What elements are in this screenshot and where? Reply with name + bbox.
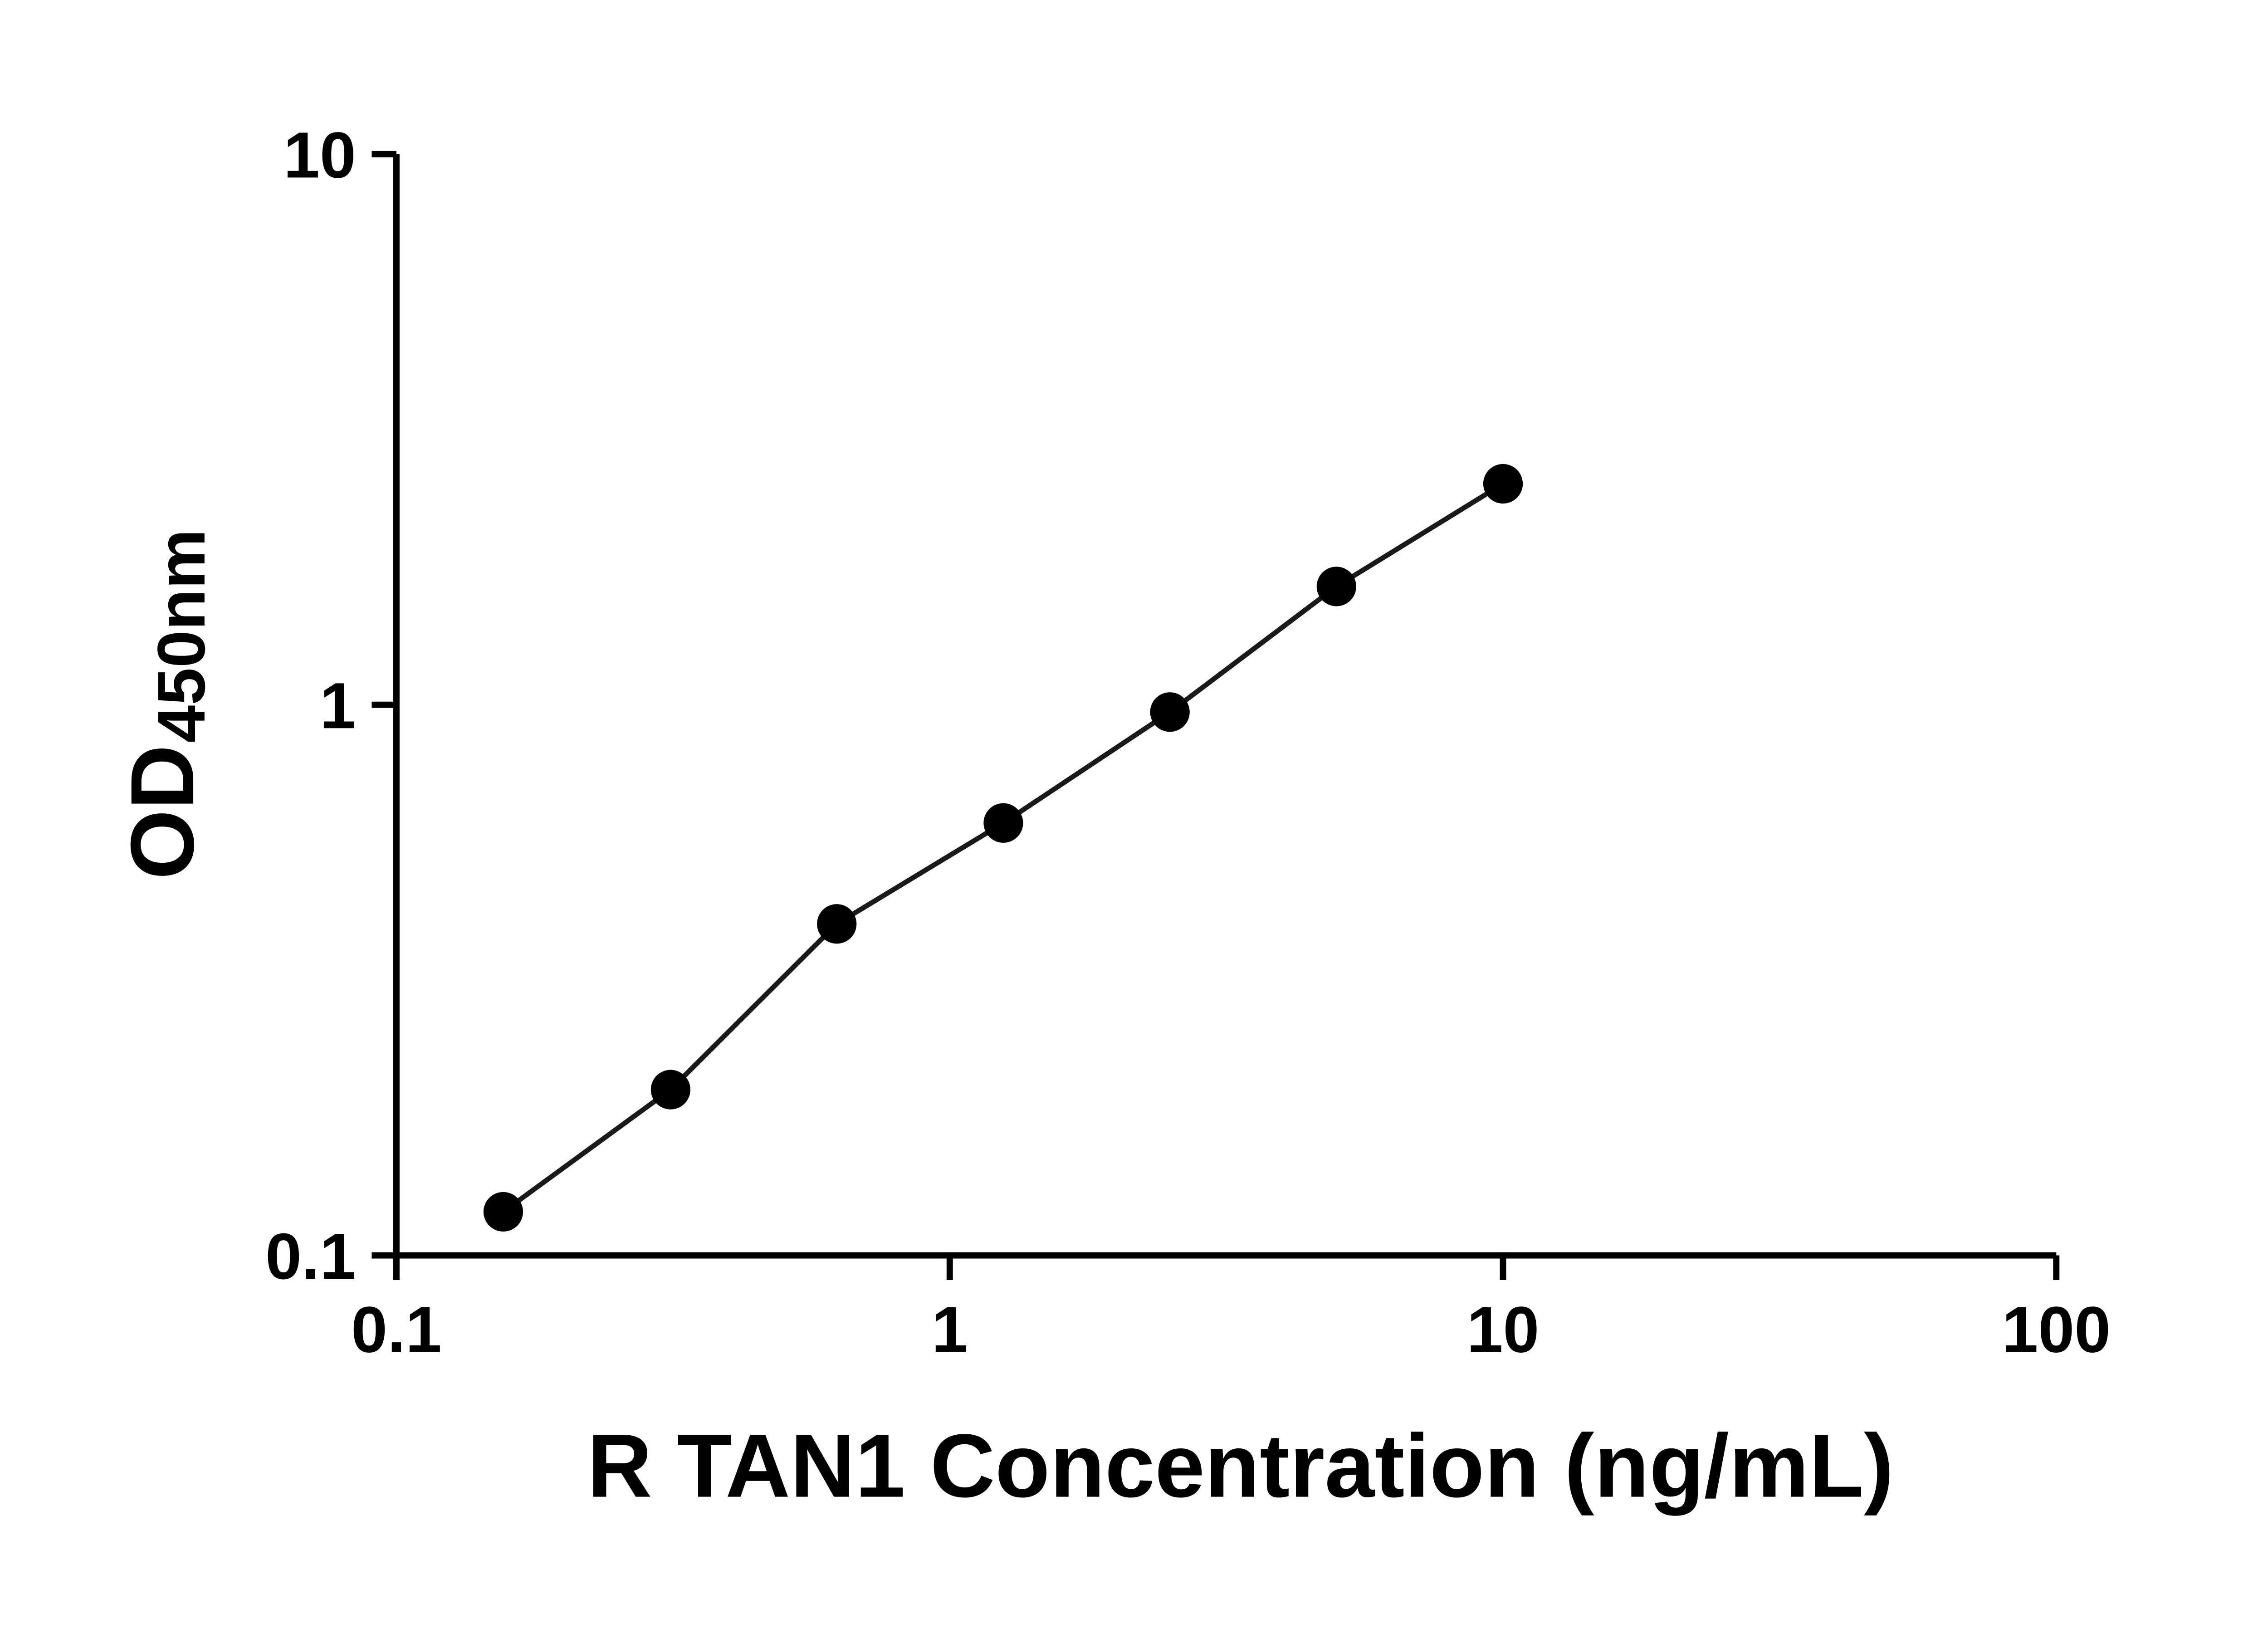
axes-group <box>393 154 2057 1259</box>
y-axis-tick-label: 0.1 <box>265 1220 356 1293</box>
y-axis-title-subscript: 450nm <box>144 529 219 743</box>
y-axis-title-main: OD <box>112 745 212 880</box>
data-point-marker <box>817 904 857 944</box>
y-axis-tick-label: 1 <box>320 670 356 742</box>
y-axis-tick-label: 10 <box>284 119 356 191</box>
y-axis-title: OD 450nm <box>112 529 219 880</box>
x-axis-title: R TAN1 Concentration (ng/mL) <box>587 1416 1894 1516</box>
x-axis-tick-label: 100 <box>2002 1294 2111 1366</box>
data-point-marker <box>983 803 1023 843</box>
data-point-marker <box>1483 464 1523 504</box>
tick-group <box>371 151 2060 1281</box>
x-axis-tick-label: 1 <box>932 1294 968 1366</box>
tick-label-group: 0.1 1 10 100 0.1 1 10 <box>265 119 2111 1366</box>
x-axis-tick-label: 0.1 <box>351 1294 442 1366</box>
series-marker-group <box>483 464 1523 1232</box>
data-point-marker <box>1150 692 1190 732</box>
data-point-marker <box>483 1192 523 1232</box>
plot-axes-spine <box>393 154 2057 1259</box>
data-point-marker <box>650 1070 691 1110</box>
data-point-marker <box>1316 567 1356 606</box>
x-axis-tick-label: 10 <box>1467 1294 1540 1366</box>
